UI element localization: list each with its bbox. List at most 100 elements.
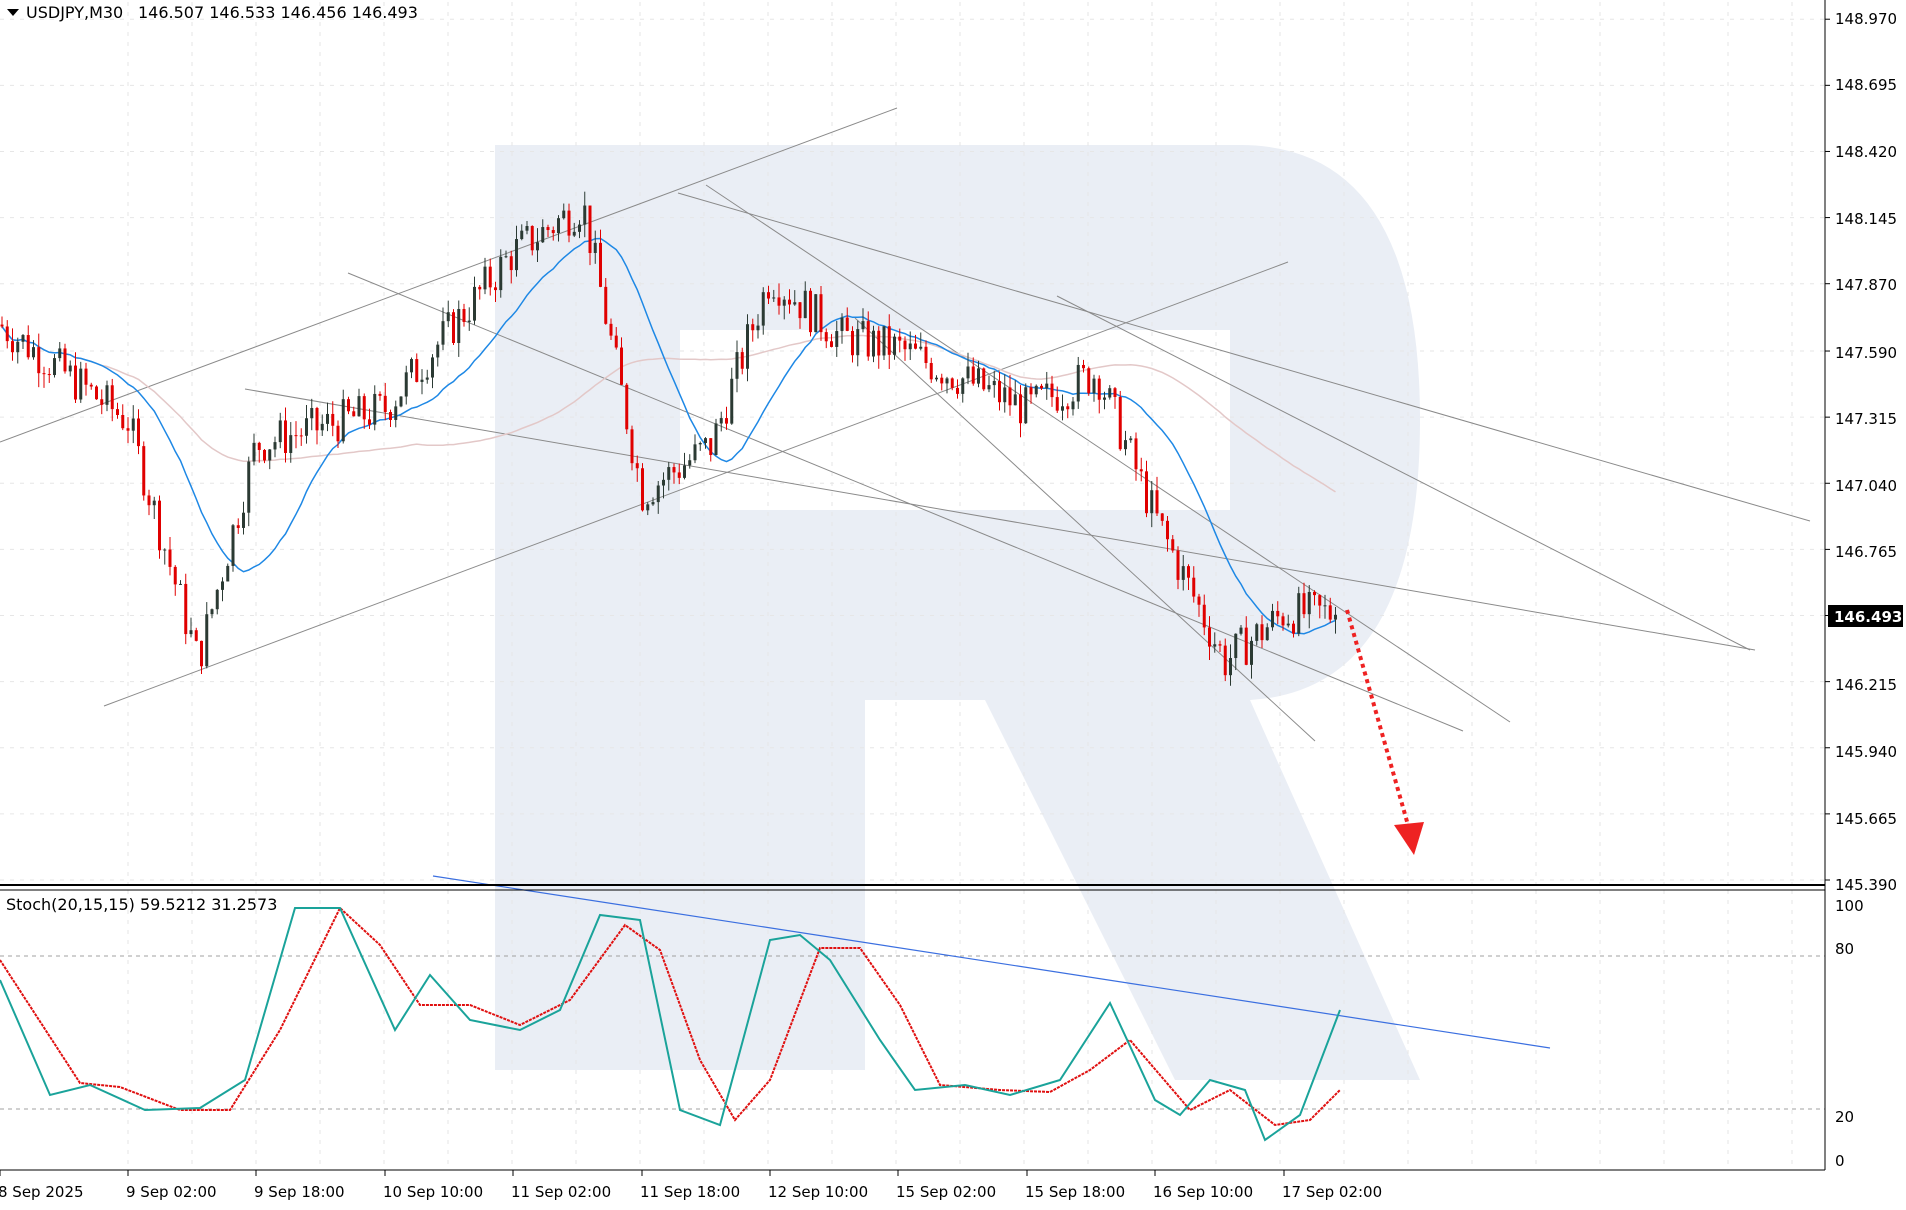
candle-body bbox=[998, 380, 1001, 403]
candle-body bbox=[1113, 388, 1117, 397]
candle-body bbox=[205, 614, 209, 667]
candle-body bbox=[326, 413, 329, 424]
forecast-arrow bbox=[1345, 609, 1424, 855]
candle-body bbox=[1286, 623, 1290, 626]
candle-body bbox=[1323, 605, 1327, 607]
trendline bbox=[103, 261, 1289, 707]
price-label: 145.940 bbox=[1835, 743, 1897, 761]
stoch-axis-label: 100 bbox=[1835, 897, 1864, 915]
candle-body bbox=[1082, 364, 1085, 369]
candle-body bbox=[1008, 387, 1012, 406]
candle-body bbox=[16, 341, 20, 353]
time-label: 15 Sep 18:00 bbox=[1025, 1183, 1125, 1201]
candle-body bbox=[1061, 406, 1064, 411]
candle-body bbox=[467, 320, 471, 322]
candle-body bbox=[992, 380, 996, 386]
candle-body bbox=[1139, 469, 1143, 472]
symbol-dropdown-icon[interactable] bbox=[7, 9, 19, 16]
candle-body bbox=[1171, 539, 1175, 551]
candle-body bbox=[1103, 397, 1106, 400]
candle-body bbox=[767, 292, 770, 299]
candle-body bbox=[121, 414, 125, 429]
candle-body bbox=[462, 308, 466, 322]
candle-body bbox=[1034, 385, 1038, 395]
candle-body bbox=[782, 299, 786, 306]
axes bbox=[0, 0, 1830, 1176]
candle-body bbox=[1239, 627, 1243, 634]
candle-body bbox=[221, 581, 224, 590]
trendline bbox=[854, 317, 1316, 742]
candle-body bbox=[966, 366, 970, 379]
candle-body bbox=[1087, 368, 1091, 394]
trendline bbox=[1056, 295, 1751, 651]
candle-body bbox=[961, 378, 965, 394]
candle-body bbox=[1134, 438, 1138, 470]
candle-body bbox=[772, 297, 776, 299]
candle-body bbox=[1244, 627, 1248, 665]
candle-body bbox=[698, 442, 702, 445]
candle-body bbox=[1208, 627, 1211, 647]
candle-body bbox=[263, 449, 266, 461]
candle-body bbox=[210, 609, 214, 615]
candle-body bbox=[410, 359, 413, 373]
candle-body bbox=[866, 321, 870, 357]
candle-body bbox=[893, 336, 896, 355]
candle-body bbox=[1166, 520, 1169, 540]
candle-body bbox=[289, 435, 293, 453]
candle-body bbox=[116, 409, 119, 415]
candle-body bbox=[803, 290, 807, 319]
candle-body bbox=[672, 467, 676, 473]
candle-body bbox=[1181, 566, 1185, 580]
candle-body bbox=[1076, 364, 1080, 402]
ma-fast-line bbox=[1, 237, 1336, 635]
candle-body bbox=[1302, 593, 1306, 615]
candle-body bbox=[541, 227, 545, 243]
candle-body bbox=[1202, 604, 1206, 628]
time-label: 10 Sep 10:00 bbox=[383, 1183, 483, 1201]
candle-body bbox=[11, 341, 14, 353]
candle-body bbox=[242, 512, 245, 528]
candle-body bbox=[415, 359, 419, 382]
candle-body bbox=[1334, 614, 1337, 620]
candle-body bbox=[294, 435, 298, 437]
candle-body bbox=[420, 379, 424, 382]
candle-body bbox=[457, 308, 461, 344]
candle-body bbox=[688, 460, 692, 466]
candle-body bbox=[47, 374, 51, 376]
candle-body bbox=[740, 352, 744, 369]
candle-body bbox=[1013, 394, 1017, 406]
candle-body bbox=[84, 368, 88, 385]
candle-body bbox=[567, 210, 571, 236]
candle-body bbox=[425, 377, 429, 380]
candle-body bbox=[987, 385, 991, 390]
candle-body bbox=[53, 358, 56, 376]
candle-body bbox=[761, 292, 765, 326]
candle-body bbox=[173, 566, 177, 585]
candle-body bbox=[1218, 644, 1222, 646]
candle-body bbox=[1019, 394, 1022, 424]
candle-body bbox=[399, 396, 403, 407]
candle-body bbox=[604, 286, 608, 324]
candle-body bbox=[1092, 378, 1096, 394]
candle-body bbox=[546, 227, 550, 231]
stoch-trendline bbox=[432, 875, 1551, 1049]
candle-body bbox=[1250, 640, 1253, 665]
candle-body bbox=[914, 343, 917, 349]
candle-body bbox=[1150, 490, 1154, 514]
time-label: 8 Sep 2025 bbox=[0, 1183, 84, 1201]
candle-body bbox=[714, 423, 718, 456]
candle-body bbox=[641, 468, 644, 511]
candle-body bbox=[347, 399, 350, 412]
candle-body bbox=[200, 640, 203, 667]
time-label: 15 Sep 02:00 bbox=[896, 1183, 996, 1201]
candle-body bbox=[378, 393, 382, 396]
price-axis: 148.970 148.695 148.420 148.145 147.870 … bbox=[1835, 10, 1897, 894]
candle-body bbox=[32, 347, 35, 358]
trendline bbox=[244, 388, 1756, 651]
price-label: 146.765 bbox=[1835, 543, 1897, 561]
candle-body bbox=[1071, 401, 1075, 410]
candle-body bbox=[756, 325, 760, 331]
candle-body bbox=[635, 463, 639, 469]
candle-body bbox=[147, 495, 151, 506]
